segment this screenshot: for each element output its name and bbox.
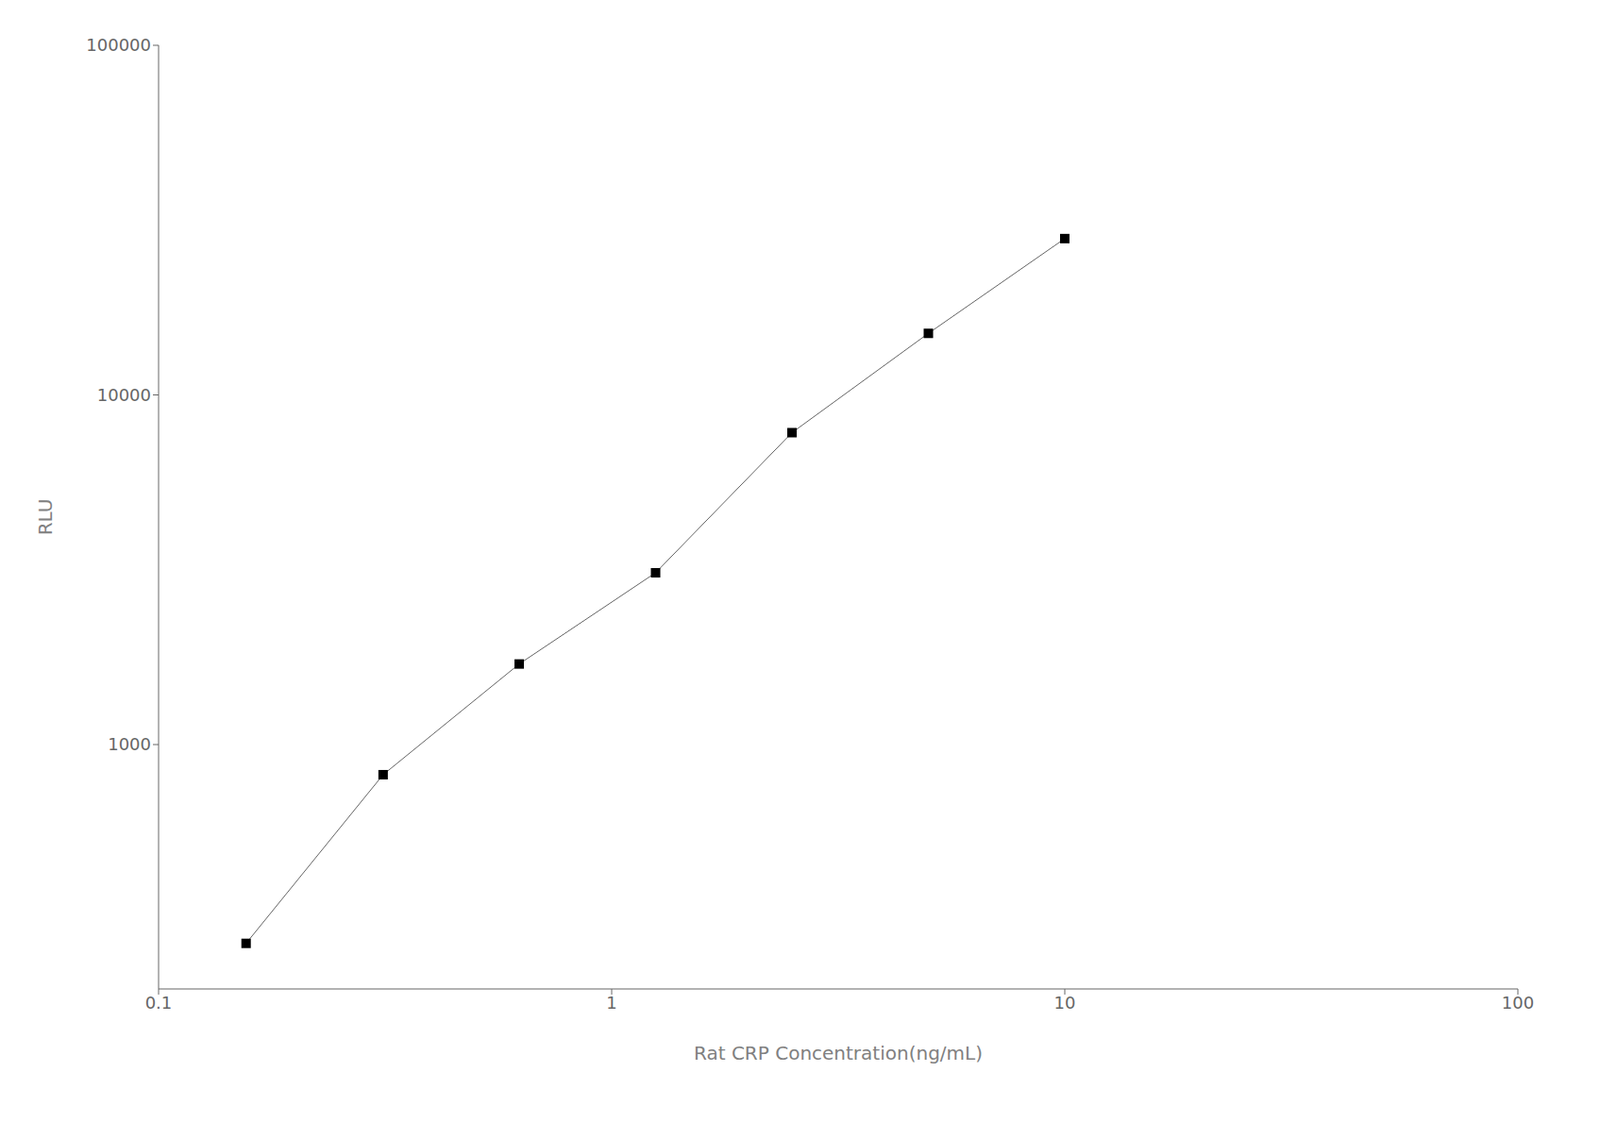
svg-text:Rat CRP Concentration(ng/mL): Rat CRP Concentration(ng/mL) (693, 1042, 983, 1065)
svg-text:RLU: RLU (33, 499, 57, 537)
svg-text:100000: 100000 (85, 34, 152, 55)
svg-text:0.1: 0.1 (145, 993, 173, 1013)
svg-text:10: 10 (1054, 993, 1077, 1013)
svg-text:10000: 10000 (97, 385, 152, 405)
svg-text:1: 1 (606, 993, 617, 1013)
svg-text:100: 100 (1501, 993, 1534, 1013)
svg-text:1000: 1000 (107, 734, 152, 755)
